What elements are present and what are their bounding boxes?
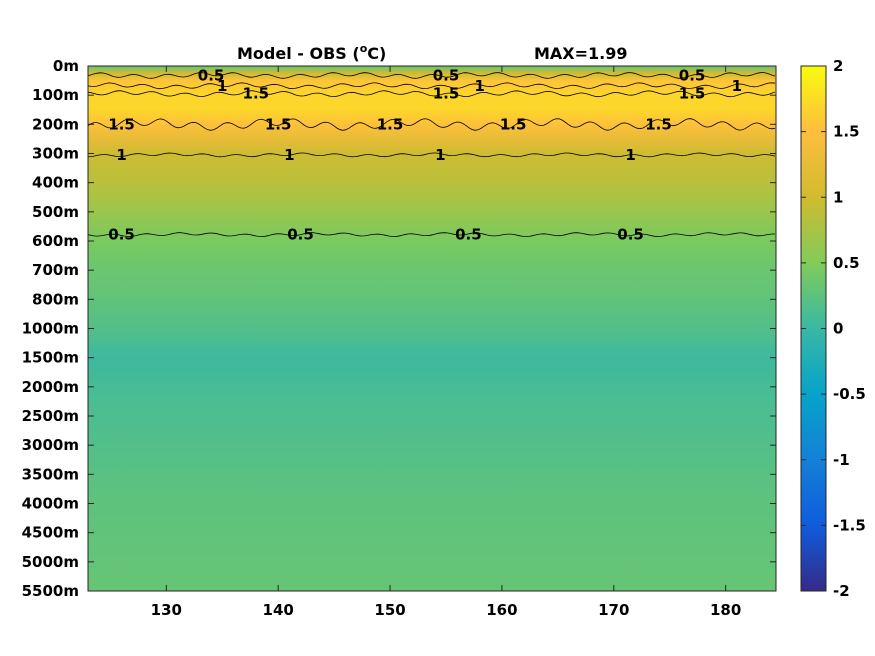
colorbar-tick-label: -0.5 [833, 385, 866, 403]
y-tick-label: 0m [53, 57, 79, 75]
contour-label: 1 [625, 146, 635, 164]
contour-line-1 [87, 82, 776, 90]
contour-label: 1 [284, 146, 294, 164]
contour-label: 1.5 [377, 115, 404, 133]
y-tick-label: 4500m [22, 524, 79, 542]
contour-line-0.5 [87, 232, 775, 238]
y-tick-label: 300m [32, 145, 79, 163]
y-tick-label: 600m [32, 232, 79, 250]
contour-label: 0.5 [108, 226, 135, 244]
y-tick-label: 3000m [22, 436, 79, 454]
contour-label: 1 [435, 146, 445, 164]
contour-label: 1 [217, 77, 227, 95]
colorbar-tick-label: -2 [833, 582, 850, 600]
contour-label: 0.5 [198, 66, 225, 84]
y-tick-label: 3500m [22, 465, 79, 483]
y-tick-label: 2500m [22, 407, 79, 425]
y-tick-label: 1500m [22, 349, 79, 367]
y-tick-label: 700m [32, 261, 79, 279]
y-tick-label: 1000m [22, 320, 79, 338]
contour-label: 1.5 [500, 115, 527, 133]
chart-title: Model - OBS (oC) [237, 42, 386, 63]
x-tick-label: 150 [374, 601, 405, 619]
contour-label: 1.5 [243, 85, 270, 103]
contour-label: 0.5 [433, 66, 460, 84]
contour-label: 1.5 [645, 115, 672, 133]
x-tick-label: 160 [486, 601, 517, 619]
contour-label: 1 [732, 77, 742, 95]
contour-label: 0.5 [679, 66, 706, 84]
x-tick-label: 140 [263, 601, 294, 619]
colorbar-tick-label: -1 [833, 451, 850, 469]
contour-label: 1.5 [265, 115, 292, 133]
x-tick-label: 180 [710, 601, 741, 619]
y-axis: 0m 100m 200m 300m 400m 500m 600m 700m 800m 1000m 1… [22, 57, 776, 600]
x-tick-label: 170 [598, 601, 629, 619]
colorbar-tick-label: 2 [833, 57, 843, 75]
colorbar-tick-label: 0.5 [833, 254, 860, 272]
plot-area [88, 66, 776, 591]
colorbar-tick-label: 1.5 [833, 123, 860, 141]
colorbar-tick-label: -1.5 [833, 516, 866, 534]
y-tick-label: 500m [32, 203, 79, 221]
contour-lines [87, 72, 776, 238]
contour-label: 0.5 [617, 226, 644, 244]
max-value-label: MAX=1.99 [534, 44, 628, 63]
y-tick-label: 2000m [22, 378, 79, 396]
contour-label: 1.5 [108, 115, 135, 133]
y-tick-label: 200m [32, 115, 79, 133]
y-tick-label: 5500m [22, 582, 79, 600]
x-tick-label: 130 [151, 601, 182, 619]
contour-label: 1 [474, 77, 484, 95]
colorbar-tick-label: 1 [833, 188, 843, 206]
y-tick-label: 800m [32, 290, 79, 308]
y-tick-label: 4000m [22, 495, 79, 513]
colorbar-tick-label: 0 [833, 320, 843, 338]
x-axis: 130 140 150 160 170 180 [151, 66, 741, 619]
y-tick-label: 5000m [22, 553, 79, 571]
colorbar-axis: 2 1.5 1 0.5 0 -0.5 -1 -1.5 -2 [801, 57, 866, 600]
contour-line-1 [87, 152, 776, 158]
contour-line-1.5 [87, 90, 776, 98]
y-tick-label: 400m [32, 174, 79, 192]
contour-line-1.5 [87, 118, 776, 131]
contour-label: 0.5 [287, 226, 314, 244]
contour-label: 0.5 [455, 226, 482, 244]
contour-line-0.5 [87, 72, 776, 79]
contour-label: 1.5 [679, 85, 706, 103]
contour-label: 1 [116, 146, 126, 164]
contour-labels: 0.5 0.5 0.5 0.51 1 1 11.5 1.5 1.5 1.5 1.51.5 1.5 1.5… [108, 66, 742, 244]
y-tick-label: 100m [32, 86, 79, 104]
contour-label: 1.5 [433, 85, 460, 103]
